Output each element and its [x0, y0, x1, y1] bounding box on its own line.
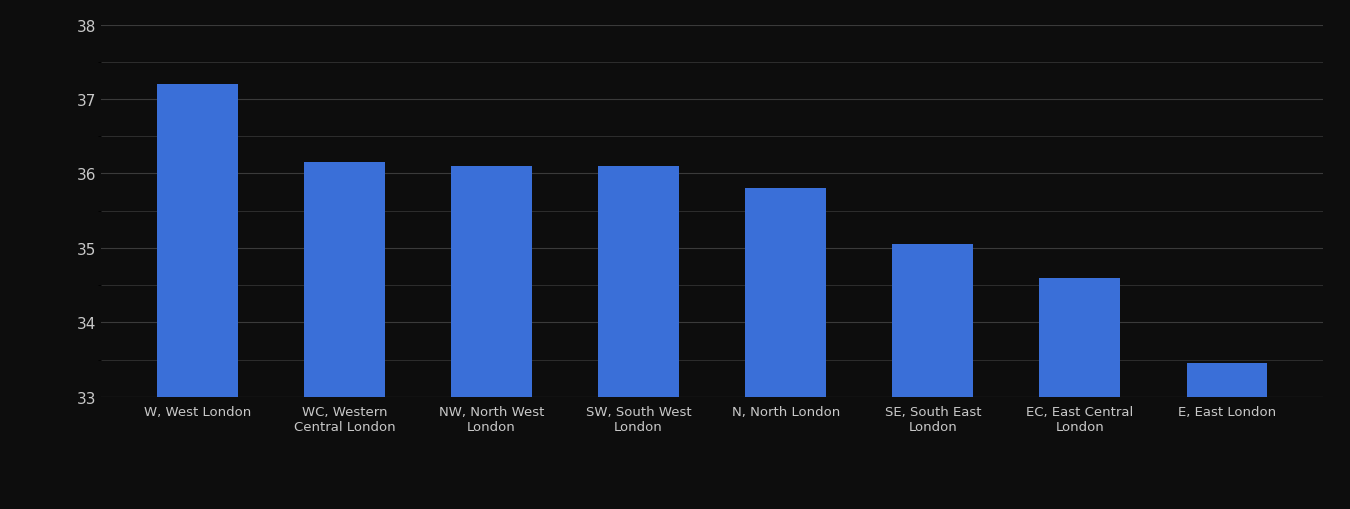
Bar [892, 245, 973, 509]
Bar [1040, 278, 1120, 509]
Bar [157, 85, 238, 509]
Bar [451, 166, 532, 509]
Bar [598, 166, 679, 509]
Bar [745, 189, 826, 509]
Bar [1187, 363, 1268, 509]
Bar [304, 163, 385, 509]
